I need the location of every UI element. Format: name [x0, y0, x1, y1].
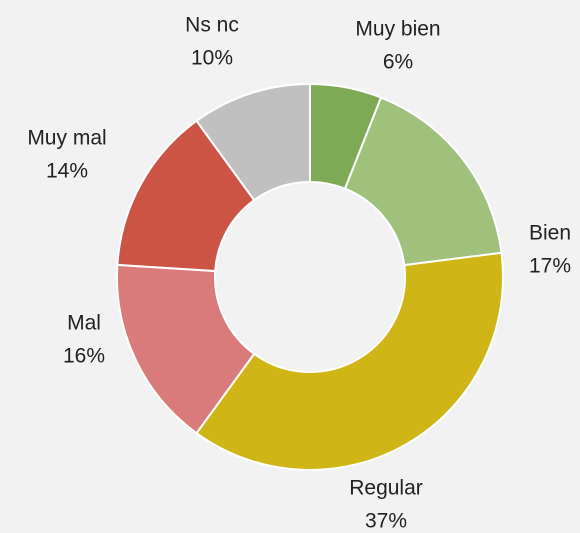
slice-category-label: Regular [349, 477, 423, 500]
slice-category-label: Bien [529, 222, 571, 245]
slice-value-label: 16% [63, 345, 105, 368]
slice-value-label: 17% [529, 255, 571, 278]
slice-category-label: Mal [67, 312, 101, 335]
slice-category-label: Muy mal [27, 127, 106, 150]
slice-value-label: 37% [365, 510, 407, 533]
donut-slice [195, 82, 311, 202]
donut-slice [116, 263, 256, 435]
slice-category-label: Muy bien [355, 18, 440, 41]
donut-slice [343, 96, 503, 267]
slice-value-label: 6% [383, 51, 413, 74]
slice-category-label: Ns nc [185, 14, 239, 37]
donut-slice [195, 251, 504, 471]
slice-value-label: 10% [191, 47, 233, 70]
slice-value-label: 14% [46, 160, 88, 183]
